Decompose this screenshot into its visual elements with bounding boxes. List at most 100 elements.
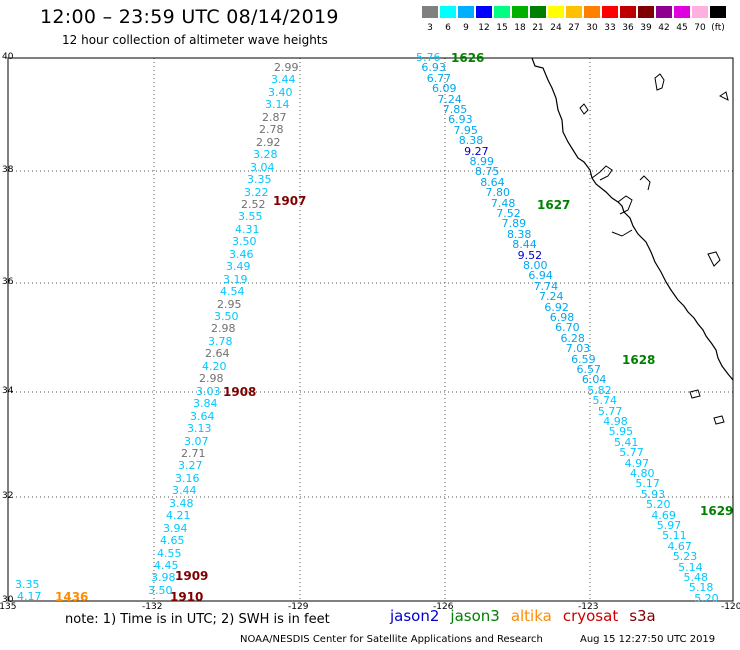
wave-height-value: 4.45 [154, 559, 179, 572]
wave-height-value: 3.07 [184, 434, 209, 448]
wave-height-value: 7.24 [539, 290, 564, 304]
time-label-1908: 1908 [223, 385, 257, 399]
wave-height-value: 5.20 [694, 591, 719, 605]
wave-height-value: 9.27 [464, 144, 489, 158]
chart-title: 12:00 – 23:59 UTC 08/14/2019 [40, 6, 339, 28]
time-label-1907: 1907 [273, 194, 307, 208]
lat-label: 34 [2, 386, 14, 396]
wave-height-value: 8.00 [523, 259, 548, 272]
scale-label: 9 [463, 23, 469, 33]
wave-height-value: 4.69 [651, 508, 676, 522]
time-label-1909: 1909 [175, 569, 209, 583]
scale-swatch [548, 6, 564, 18]
wave-height-value: 3.78 [208, 334, 233, 348]
time-label-1629: 1629 [700, 504, 734, 518]
wave-height-value: 7.48 [490, 196, 516, 210]
scale-label: 6 [445, 23, 451, 33]
scale-swatch [458, 6, 474, 18]
wave-height-value: 3.50 [214, 310, 239, 323]
wave-height-value: 3.35 [15, 578, 40, 591]
wave-height-value: 4.98 [603, 415, 628, 428]
wave-height-value: 3.50 [232, 235, 257, 249]
wave-height-value: 3.40 [268, 85, 293, 99]
wave-height-value: 3.98 [151, 571, 176, 585]
wave-height-value: 7.95 [453, 123, 478, 137]
satellite-legend-jason3: jason3 [450, 607, 500, 625]
scale-swatch [602, 6, 618, 18]
wave-height-value: 6.93 [421, 61, 446, 75]
wave-height-value: 5.82 [587, 383, 612, 397]
wave-height-value: 5.97 [656, 519, 682, 532]
wave-height-value: 4.20 [202, 359, 227, 373]
wave-height-value: 2.98 [199, 372, 224, 386]
wave-height-value: 7.03 [565, 342, 591, 356]
wave-height-value: 6.04 [581, 373, 607, 387]
scale-swatch [584, 6, 600, 18]
wave-height-value: 5.17 [635, 477, 660, 491]
wave-height-value: 6.70 [555, 321, 580, 335]
wave-height-value: 2.92 [256, 135, 281, 149]
wave-height-value: 5.14 [678, 560, 703, 574]
chart-subtitle: 12 hour collection of altimeter wave hei… [62, 33, 328, 47]
scale-swatch [494, 6, 510, 18]
wave-height-value: 5.95 [608, 425, 634, 439]
wave-height-value: 3.44 [271, 73, 296, 87]
wave-height-value: 4.54 [220, 285, 245, 299]
wave-height-value: 7.80 [485, 186, 511, 200]
lon-label: -123 [578, 602, 599, 612]
scale-label: 12 [478, 23, 490, 33]
wave-height-value: 8.75 [474, 165, 500, 179]
wave-height-value: 3.04 [250, 160, 275, 174]
coastline [531, 57, 734, 381]
wave-height-value: 3.64 [190, 409, 215, 423]
wave-height-value: 9.52 [517, 248, 543, 262]
wave-height-value: 5.11 [662, 529, 687, 543]
scale-label: (ft) [711, 23, 725, 33]
wave-height-value: 5.76 [416, 51, 441, 64]
time-label-1910: 1910 [170, 590, 204, 604]
timestamp-text: Aug 15 12:27:50 UTC 2019 [580, 634, 716, 645]
wave-height-value: 7.74 [533, 279, 559, 293]
lon-label: -126 [433, 602, 454, 612]
wave-height-value: 3.22 [244, 185, 269, 199]
scale-label: 39 [640, 23, 652, 33]
scale-label: 3 [427, 23, 433, 33]
wave-height-value: 3.84 [193, 397, 218, 411]
time-label-1628: 1628 [622, 353, 656, 367]
lon-label: -120 [721, 602, 740, 612]
wave-height-value: 2.99 [274, 61, 299, 74]
scale-label: 33 [604, 23, 616, 33]
time-label-1627: 1627 [537, 198, 571, 212]
scale-label: 30 [586, 23, 598, 33]
wave-height-value: 7.89 [501, 217, 527, 231]
wave-height-value: 3.49 [226, 260, 251, 274]
scale-swatch [656, 6, 672, 18]
scale-label: 70 [694, 23, 706, 33]
wave-height-value: 3.50 [148, 583, 173, 597]
wave-height-value: 7.52 [496, 207, 521, 220]
satellite-legend: jason2 jason3 altika cryosat s3a [390, 607, 667, 625]
lat-label: 40 [2, 52, 14, 62]
lon-label: -129 [288, 602, 309, 612]
wave-height-value: 7.85 [442, 103, 468, 116]
wave-height-value: 5.20 [646, 498, 671, 512]
lat-label: 36 [2, 277, 14, 287]
wave-height-value: 5.77 [619, 446, 644, 460]
scale-swatch [566, 6, 582, 18]
wave-height-value: 6.57 [576, 363, 602, 376]
wave-height-value: 8.44 [512, 238, 537, 252]
wave-height-value: 6.59 [571, 352, 596, 366]
scale-label: 18 [514, 23, 526, 33]
scale-swatch [674, 6, 690, 18]
wave-height-value: 5.41 [613, 435, 639, 449]
wave-height-value: 2.78 [259, 123, 284, 137]
wave-height-value: 4.17 [17, 590, 42, 603]
scale-swatch [692, 6, 708, 18]
wave-height-value: 8.99 [469, 155, 495, 168]
wave-height-value: 5.74 [592, 394, 618, 408]
wave-height-value: 6.92 [544, 300, 569, 314]
scale-label: 27 [568, 23, 580, 33]
wave-height-value: 3.03 [196, 384, 221, 398]
scale-swatch [422, 6, 438, 18]
